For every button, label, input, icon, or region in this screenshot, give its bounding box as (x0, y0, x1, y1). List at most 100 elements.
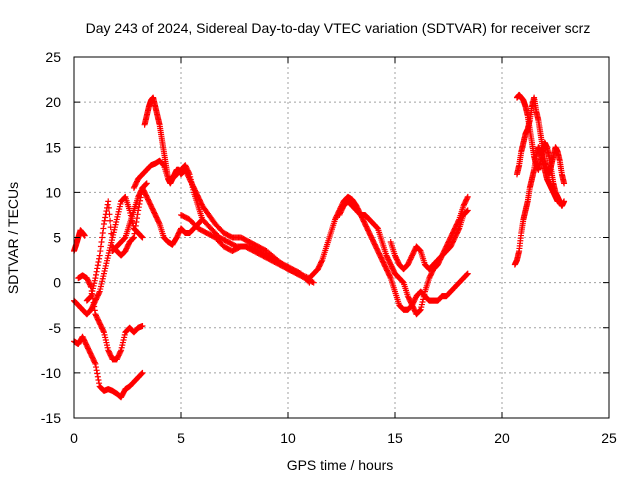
y-tick-label: 15 (45, 139, 61, 155)
data-point (93, 367, 100, 374)
data-point (100, 220, 107, 227)
y-tick-label: -5 (49, 320, 62, 336)
data-point (143, 180, 150, 187)
y-axis-label: SDTVAR / TECUs (5, 182, 21, 294)
data-point (94, 265, 101, 272)
data-point (93, 364, 100, 371)
data-point (159, 161, 166, 168)
y-tick-label: 0 (53, 275, 61, 291)
data-point (86, 294, 93, 301)
series-track-4 (75, 272, 146, 363)
data-point (138, 371, 145, 378)
data-point (95, 376, 102, 383)
data-point (99, 234, 106, 241)
data-point (97, 248, 104, 255)
data-point (131, 230, 138, 237)
data-point (108, 230, 115, 237)
x-tick-label: 25 (601, 430, 617, 446)
data-point (138, 233, 145, 240)
data-point (81, 232, 88, 239)
data-point (399, 278, 406, 285)
data-point (139, 369, 146, 376)
data-point (417, 307, 424, 314)
x-tick-label: 15 (387, 430, 403, 446)
data-point (99, 229, 106, 236)
data-point (121, 235, 128, 242)
data-point (318, 258, 325, 265)
data-point (87, 293, 94, 300)
data-point (106, 211, 113, 218)
data-point (105, 198, 112, 205)
y-tick-label: -10 (41, 365, 61, 381)
data-point (117, 348, 124, 355)
data-point (373, 224, 380, 231)
data-point (464, 271, 471, 278)
data-point (105, 204, 112, 211)
data-point (121, 194, 128, 201)
data-point (416, 307, 423, 314)
data-point (96, 380, 103, 387)
data-point (101, 217, 108, 224)
data-point (94, 373, 101, 380)
data-point (132, 222, 139, 229)
x-tick-label: 10 (280, 430, 296, 446)
data-point (133, 219, 140, 226)
series-track-14 (513, 94, 568, 187)
series-track-13 (513, 91, 568, 209)
data-point (94, 262, 101, 269)
series-track-2 (71, 193, 146, 318)
x-tick-label: 0 (70, 430, 78, 446)
data-point (100, 327, 107, 334)
y-tick-label: 20 (45, 94, 61, 110)
data-point (464, 207, 471, 214)
y-tick-label: 5 (53, 230, 61, 246)
data-point (133, 215, 140, 222)
x-tick-label: 5 (177, 430, 185, 446)
data-point (136, 200, 143, 207)
data-point (135, 204, 142, 211)
data-point (130, 235, 137, 242)
data-point (129, 235, 136, 242)
data-point (554, 198, 561, 205)
data-point (96, 255, 103, 262)
y-tick-label: -15 (41, 410, 61, 426)
data-point (463, 208, 470, 215)
data-point (138, 370, 145, 377)
data-point (91, 359, 98, 366)
axis-ticks: 0 5 10 15 20 25 -15 -10 -5 0 5 10 15 20 25 (41, 49, 617, 446)
data-point (464, 195, 471, 202)
y-tick-label: 25 (45, 49, 61, 65)
data-point (92, 360, 99, 367)
x-axis-label: GPS time / hours (287, 457, 394, 473)
data-point (139, 322, 146, 329)
data-point (107, 224, 114, 231)
data-point (464, 193, 471, 200)
data-point (309, 278, 316, 285)
series-track-11 (336, 193, 471, 318)
data-point (100, 225, 107, 232)
data-point (561, 198, 568, 205)
data-point (103, 208, 110, 215)
data-point (108, 237, 115, 244)
data-point (139, 234, 146, 241)
data-point (107, 217, 114, 224)
data-point (132, 226, 139, 233)
series-track-5 (83, 180, 150, 304)
data-point (92, 275, 99, 282)
data-point (185, 170, 192, 177)
data-point (95, 258, 102, 265)
x-tick-label: 20 (494, 430, 510, 446)
data-point (305, 278, 312, 285)
series-track-10 (306, 193, 471, 313)
data-point (387, 273, 394, 280)
data-point (104, 201, 111, 208)
data-point (97, 243, 104, 250)
data-point (138, 233, 145, 240)
data-point (130, 234, 137, 241)
data-point (94, 370, 101, 377)
data-point (91, 307, 98, 314)
data-point (98, 239, 105, 246)
data-point (143, 180, 150, 187)
